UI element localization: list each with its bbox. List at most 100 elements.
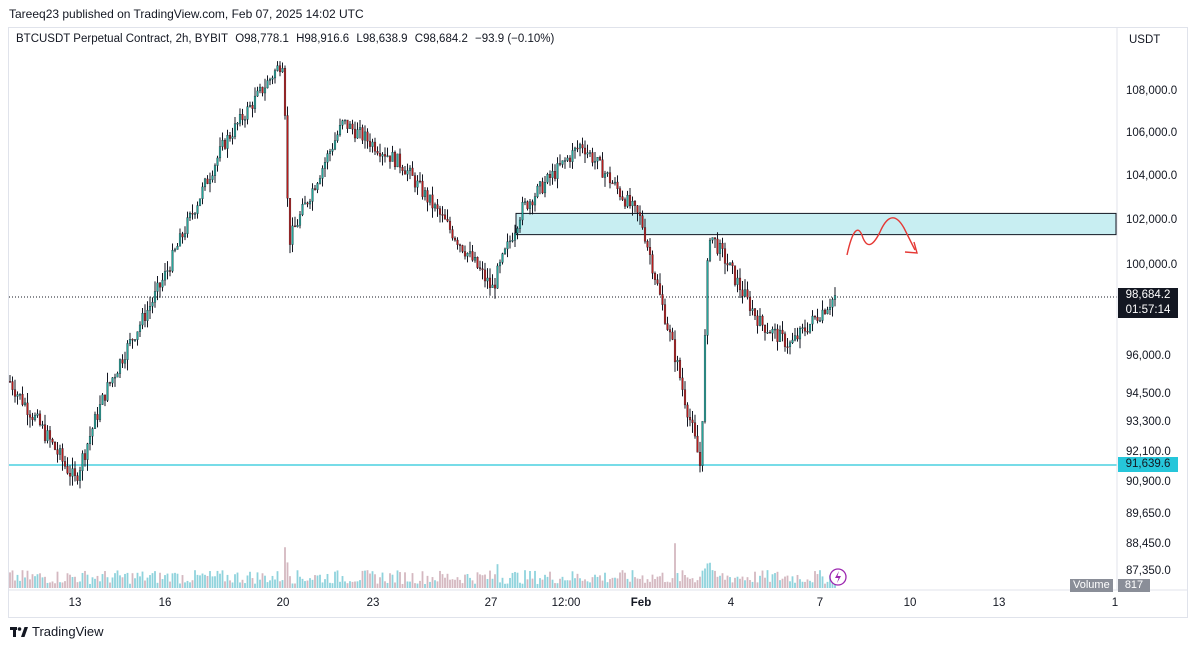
volume-bar xyxy=(514,571,516,588)
candle-body xyxy=(633,201,637,206)
candle-body xyxy=(598,157,602,160)
publisher-header: Tareeq23 published on TradingView.com, F… xyxy=(9,7,364,21)
volume-bar xyxy=(794,582,796,588)
volume-bar xyxy=(789,581,791,588)
candle-body xyxy=(441,214,444,216)
candle-body xyxy=(351,123,354,130)
candle-body xyxy=(701,421,704,466)
volume-bar xyxy=(469,577,471,588)
candle-body xyxy=(388,155,392,162)
volume-bar xyxy=(259,579,261,588)
volume-bar xyxy=(126,572,129,588)
price-tick: 100,000.0 xyxy=(1126,259,1178,271)
candle-body xyxy=(826,309,829,314)
volume-bar xyxy=(614,577,616,588)
volume-bar xyxy=(811,582,814,588)
volume-bar xyxy=(129,583,131,588)
time-tick: 23 xyxy=(366,597,380,609)
volume-bar xyxy=(526,579,529,588)
candle-body xyxy=(51,439,54,443)
volume-bar xyxy=(746,577,749,588)
candle-body xyxy=(601,159,604,178)
candle-body xyxy=(298,214,302,226)
volume-bar xyxy=(726,575,729,588)
volume-bar xyxy=(124,573,126,588)
volume-bar xyxy=(186,580,189,588)
volume-bar xyxy=(31,574,34,588)
volume-bar xyxy=(81,572,84,588)
candle-body xyxy=(213,165,217,176)
volume-bar xyxy=(714,570,716,588)
volume-bar xyxy=(84,570,86,588)
candle-body xyxy=(486,277,489,282)
candle-body xyxy=(438,208,442,215)
candle-body xyxy=(383,154,387,157)
candle-body xyxy=(643,227,647,242)
candle-body xyxy=(303,202,307,205)
candle-body xyxy=(313,188,317,190)
time-tick: 20 xyxy=(276,597,290,609)
candle-body xyxy=(536,185,539,197)
volume-bar xyxy=(306,580,309,588)
candle-body xyxy=(333,140,337,150)
candle-body xyxy=(263,87,267,94)
time-tick: 7 xyxy=(816,597,824,609)
footer-brand[interactable]: TradingView xyxy=(10,624,104,639)
candle-body xyxy=(361,127,364,141)
volume-bar xyxy=(419,580,421,588)
candle-body xyxy=(363,131,367,141)
last-price-value: 98,684.2 xyxy=(1125,289,1171,301)
volume-bar xyxy=(391,574,394,588)
candle-body xyxy=(743,289,747,297)
time-tick: 10 xyxy=(903,597,917,609)
legend-symbol[interactable]: BTCUSDT Perpetual Contract, 2h, BYBIT xyxy=(16,33,228,45)
candle-body xyxy=(406,170,409,175)
volume-bar xyxy=(476,572,479,588)
candle-body xyxy=(36,413,39,416)
candle-body xyxy=(783,333,787,347)
candle-body xyxy=(401,167,404,171)
volume-bar xyxy=(494,574,496,588)
volume-bar xyxy=(14,580,16,588)
annotation-arrowhead xyxy=(904,241,918,254)
candle-body xyxy=(343,119,347,122)
candle-body xyxy=(391,152,394,162)
volume-bar xyxy=(341,576,344,588)
volume-bar xyxy=(44,576,46,588)
candle-body xyxy=(541,181,544,194)
candle-body xyxy=(693,422,697,437)
volume-bar xyxy=(296,570,299,588)
candle-body xyxy=(111,377,114,384)
candle-body xyxy=(196,205,199,214)
volume-bar xyxy=(686,577,689,588)
volume-bar xyxy=(546,576,549,588)
volume-bar xyxy=(809,580,811,588)
candle-body xyxy=(498,262,502,267)
candle-body xyxy=(503,248,507,254)
candle-body xyxy=(773,328,777,331)
volume-bar xyxy=(609,579,611,588)
candle-body xyxy=(73,468,77,476)
candle-body xyxy=(386,155,389,157)
volume-bar xyxy=(59,582,61,588)
candle-body xyxy=(751,308,754,311)
candle-body xyxy=(671,331,674,340)
candle-body xyxy=(491,284,494,288)
volume-bar xyxy=(586,581,589,588)
volume-bar xyxy=(446,573,449,588)
candle-body xyxy=(398,153,402,168)
volume-bar xyxy=(661,572,664,588)
price-unit[interactable]: USDT xyxy=(1129,34,1161,46)
volume-bar xyxy=(134,578,136,588)
volume-bar xyxy=(576,573,579,588)
volume-bar xyxy=(244,583,246,588)
volume-bar xyxy=(594,574,596,588)
volume-bar xyxy=(161,579,164,588)
price-tick: 87,350.0 xyxy=(1126,565,1171,577)
candle-body xyxy=(106,382,109,401)
candle-body xyxy=(238,114,242,124)
annotation-curve xyxy=(846,217,916,256)
volume-bar xyxy=(401,583,404,588)
volume-bar xyxy=(486,578,489,588)
